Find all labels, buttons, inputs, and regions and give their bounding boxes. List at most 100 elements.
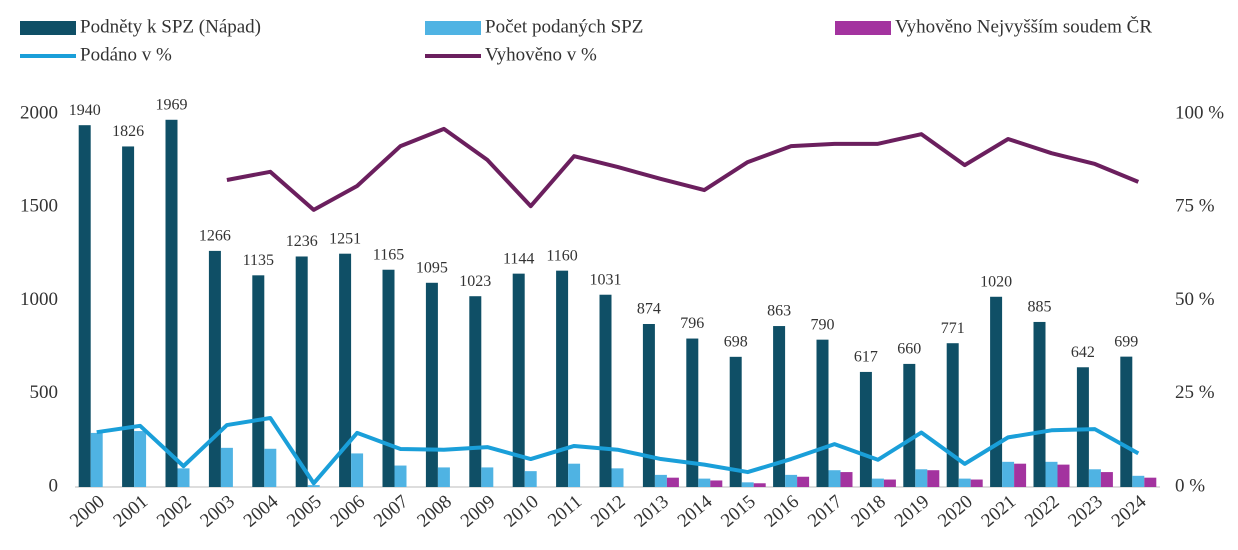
bar xyxy=(927,470,940,487)
bar xyxy=(871,478,884,487)
legend-label: Podněty k SPZ (Nápad) xyxy=(80,16,261,37)
data-label: 1826 xyxy=(112,123,144,140)
bar xyxy=(1120,356,1133,487)
bar xyxy=(208,250,221,487)
bar xyxy=(339,253,352,487)
bar xyxy=(654,474,667,487)
bar xyxy=(220,447,233,487)
bar xyxy=(1132,475,1145,487)
data-label: 885 xyxy=(1028,299,1052,316)
x-tick-label: 2012 xyxy=(587,491,630,532)
bar xyxy=(1076,367,1089,487)
y-tick-label: 0 xyxy=(49,475,59,496)
x-tick-label: 2004 xyxy=(240,491,283,532)
bar xyxy=(469,296,482,487)
x-tick-label: 2007 xyxy=(370,491,413,532)
bar xyxy=(1033,321,1046,487)
bar xyxy=(990,296,1003,487)
bar xyxy=(382,269,395,487)
x-tick-label: 2000 xyxy=(66,491,109,532)
bar xyxy=(698,478,711,487)
legend-label: Podáno v % xyxy=(80,44,172,65)
data-label: 1031 xyxy=(590,271,622,288)
x-tick-label: 2018 xyxy=(847,491,890,532)
data-label: 1969 xyxy=(156,96,188,113)
y2-tick-label: 100 % xyxy=(1175,102,1224,123)
bar xyxy=(773,326,786,487)
bar xyxy=(859,371,872,487)
bar xyxy=(828,470,841,487)
x-tick-label: 2008 xyxy=(413,491,456,532)
bar xyxy=(729,356,742,487)
bar xyxy=(741,482,754,487)
x-tick-label: 2013 xyxy=(630,491,673,532)
data-label: 796 xyxy=(680,315,704,332)
x-tick-label: 2022 xyxy=(1021,491,1064,532)
bar xyxy=(686,338,699,487)
bar xyxy=(1014,463,1027,487)
bar xyxy=(642,323,655,487)
data-label: 790 xyxy=(811,316,835,333)
bar xyxy=(1100,472,1113,487)
bar xyxy=(840,472,853,487)
legend-label: Vyhověno v % xyxy=(485,44,597,65)
bar xyxy=(556,270,569,487)
line xyxy=(226,126,1140,212)
data-label: 699 xyxy=(1114,333,1138,350)
bar xyxy=(958,478,971,487)
x-tick-label: 2001 xyxy=(110,491,153,532)
bar xyxy=(78,125,91,487)
bar xyxy=(307,485,320,487)
bar xyxy=(177,468,190,487)
bar xyxy=(134,431,147,487)
bar xyxy=(970,479,983,487)
x-tick-label: 2016 xyxy=(761,491,804,532)
bar xyxy=(666,477,679,487)
data-label: 1165 xyxy=(373,246,404,263)
x-tick-label: 2010 xyxy=(500,491,543,532)
data-label: 771 xyxy=(941,320,965,337)
data-label: 1135 xyxy=(243,252,274,269)
bar xyxy=(883,479,896,487)
y2-tick-label: 75 % xyxy=(1175,196,1215,217)
bar xyxy=(524,471,537,487)
bar xyxy=(437,467,450,487)
x-tick-label: 2006 xyxy=(327,491,370,532)
y-tick-label: 1000 xyxy=(20,289,58,310)
bar xyxy=(599,294,612,487)
bar xyxy=(295,256,308,487)
x-tick-label: 2011 xyxy=(544,491,586,531)
bar xyxy=(753,483,766,487)
x-tick-label: 2024 xyxy=(1108,491,1151,532)
bar xyxy=(481,467,494,487)
bar xyxy=(611,468,624,487)
bar xyxy=(512,273,525,487)
data-label: 1020 xyxy=(980,273,1012,290)
data-label: 1160 xyxy=(546,247,577,264)
data-label: 1236 xyxy=(286,233,318,250)
x-tick-label: 2009 xyxy=(457,491,500,532)
bar xyxy=(425,282,438,487)
bar xyxy=(351,453,364,487)
data-label: 617 xyxy=(854,349,878,366)
bar xyxy=(816,339,829,487)
legend-swatch xyxy=(425,21,481,35)
legend-swatch xyxy=(20,21,76,35)
bar xyxy=(1045,461,1058,487)
data-label: 698 xyxy=(724,333,748,350)
data-label: 642 xyxy=(1071,344,1095,361)
data-label: 1940 xyxy=(69,102,101,119)
bar xyxy=(785,474,798,487)
x-tick-label: 2002 xyxy=(153,491,196,532)
x-tick-label: 2003 xyxy=(196,491,239,532)
bar xyxy=(122,146,135,488)
bar xyxy=(946,343,959,487)
bar xyxy=(394,465,407,487)
y-tick-label: 1500 xyxy=(20,196,58,217)
bar xyxy=(1144,477,1157,487)
bar xyxy=(797,476,810,487)
bar xyxy=(710,480,723,487)
y-tick-label: 2000 xyxy=(20,102,58,123)
y-tick-label: 500 xyxy=(30,382,59,403)
data-label: 1095 xyxy=(416,259,448,276)
